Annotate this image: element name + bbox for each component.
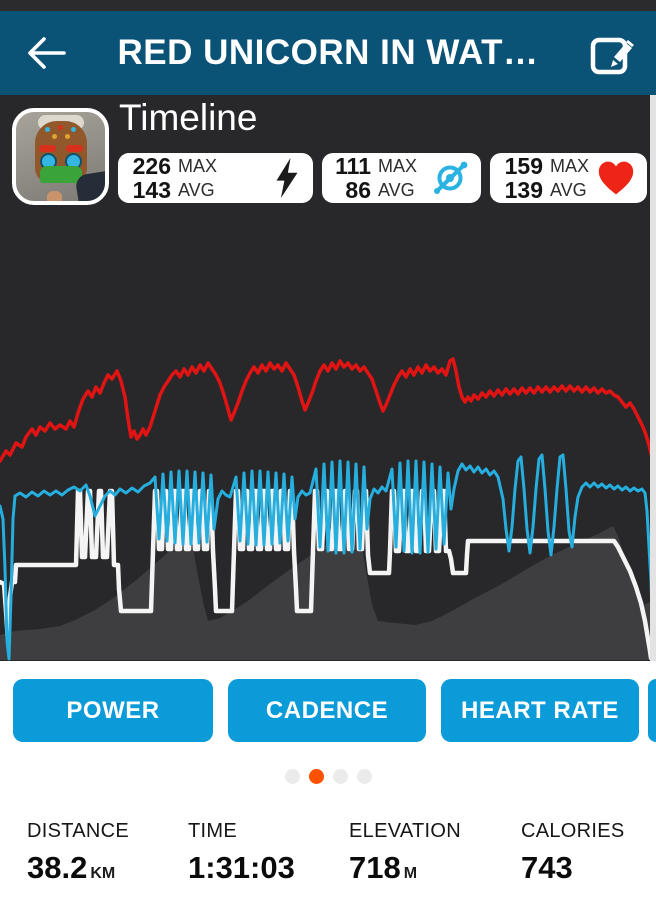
distance-label: DISTANCE <box>27 820 130 842</box>
activity-title: RED UNICORN IN WAT… <box>117 33 539 72</box>
heart-rate-max-value: 159 <box>504 153 543 179</box>
heart-icon <box>596 160 636 196</box>
distance-value: 38.2 KM <box>27 850 116 885</box>
avatar[interactable] <box>12 108 109 205</box>
timeline-chart[interactable] <box>0 219 650 661</box>
elevation-label: ELEVATION <box>349 820 461 842</box>
distance-stat: DISTANCE 38.2 KM <box>27 820 188 886</box>
next-page-button-peek <box>648 679 656 742</box>
back-arrow-icon <box>28 37 66 69</box>
cadence-value-labels: MAX AVG <box>378 156 418 200</box>
heart-rate-value-labels: MAX AVG <box>550 156 590 200</box>
avatar-hand <box>47 191 62 201</box>
lightning-icon <box>272 157 302 199</box>
elevation-unit: M <box>403 865 418 882</box>
heart-rate-stat-card: 159 139 MAX AVG <box>490 153 647 203</box>
page-dot-2-active[interactable] <box>308 769 324 784</box>
summary-stats-row: DISTANCE 38.2 KM TIME 1:31:03 ELEVATION 7… <box>27 820 656 886</box>
time-label: TIME <box>188 820 237 842</box>
page-dot-1[interactable] <box>284 769 300 784</box>
stat-cards-row: 226 143 MAX AVG 111 86 MAX AVG <box>118 153 647 203</box>
cadence-values: 111 86 <box>333 154 371 202</box>
power-max-value: 226 <box>132 153 171 179</box>
timeline-panel: Timeline 226 143 MAX AVG 111 86 M <box>0 95 656 661</box>
app-header: RED UNICORN IN WAT… <box>0 11 656 95</box>
cadence-button[interactable]: CADENCE <box>228 679 426 742</box>
heart-rate-button[interactable]: HEART RATE <box>441 679 639 742</box>
time-value: 1:31:03 <box>188 850 295 885</box>
avatar-mask-chin <box>40 166 82 183</box>
heart-rate-values: 159 139 <box>501 154 543 202</box>
cadence-avg-value: 86 <box>345 177 371 203</box>
power-avg-value: 143 <box>132 177 171 203</box>
cadence-stat-card: 111 86 MAX AVG <box>322 153 481 203</box>
distance-unit: KM <box>90 865 116 882</box>
status-bar <box>0 0 656 11</box>
page-dot-4[interactable] <box>356 769 372 784</box>
page-dot-3[interactable] <box>332 769 348 784</box>
elevation-stat: ELEVATION 718 M <box>349 820 521 886</box>
edit-button[interactable] <box>588 29 636 77</box>
cadence-max-value: 111 <box>335 153 371 179</box>
back-button[interactable] <box>24 35 68 71</box>
power-stat-card: 226 143 MAX AVG <box>118 153 313 203</box>
section-title: Timeline <box>119 97 258 138</box>
elevation-value: 718 M <box>349 850 418 885</box>
heart-rate-avg-value: 139 <box>504 177 543 203</box>
metric-buttons-row: POWER CADENCE HEART RATE <box>13 679 656 742</box>
calories-stat: CALORIES 743 <box>521 820 625 886</box>
time-stat: TIME 1:31:03 <box>188 820 349 886</box>
carousel-pagination <box>0 769 656 784</box>
cadence-crank-icon <box>430 158 470 198</box>
calories-value: 743 <box>521 850 573 885</box>
next-page-edge <box>650 95 656 661</box>
avatar-mask-face <box>35 121 87 183</box>
power-value-labels: MAX AVG <box>178 156 218 200</box>
power-button[interactable]: POWER <box>13 679 213 742</box>
calories-label: CALORIES <box>521 820 625 842</box>
power-values: 226 143 <box>129 154 171 202</box>
edit-pencil-icon <box>590 37 634 75</box>
